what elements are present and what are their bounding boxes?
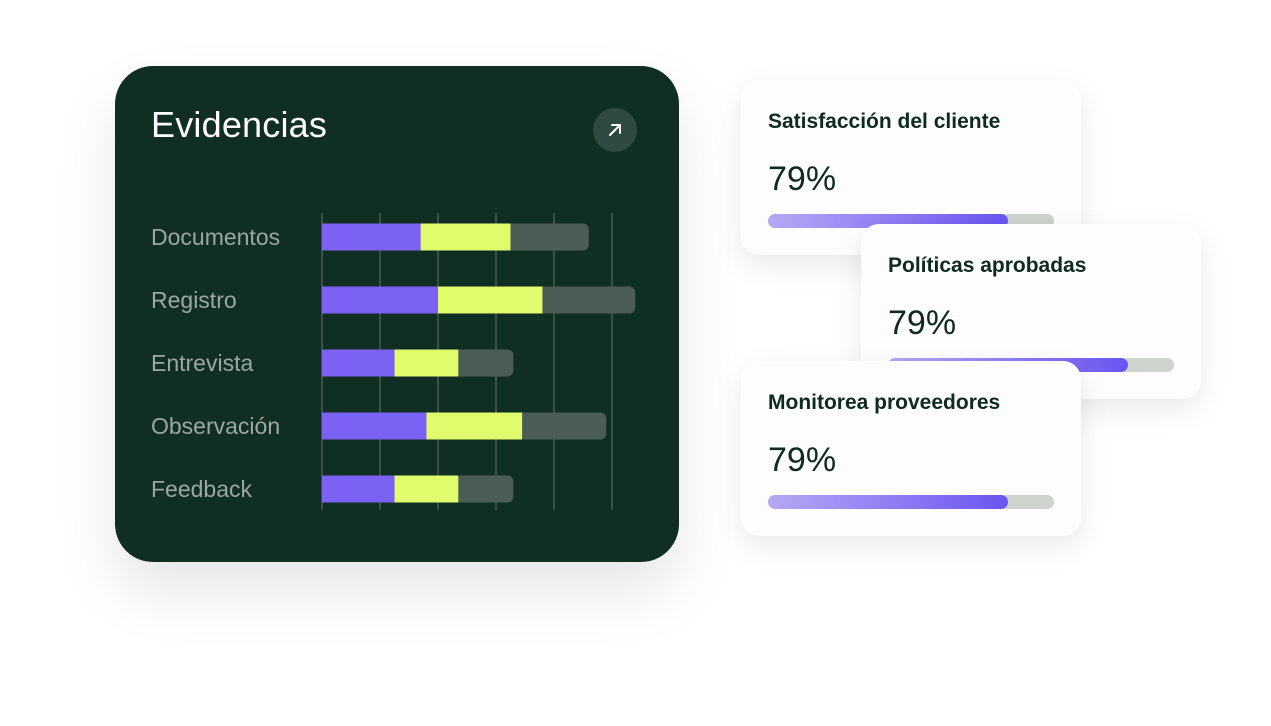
- card-title: Satisfacción del cliente: [768, 110, 1001, 133]
- evidencias-panel: Evidencias Documentos Registro Entrevista O…: [115, 66, 679, 562]
- row-label: Registro: [151, 287, 237, 313]
- open-details-button[interactable]: [593, 108, 637, 152]
- bar-segment-1: [322, 412, 427, 440]
- bar-segment-2: [438, 286, 543, 314]
- panel-title: Evidencias: [151, 104, 328, 145]
- progress-fill: [768, 495, 1009, 509]
- bar-segment-2: [420, 223, 511, 251]
- evidencias-chart: Documentos Registro Entrevista Observación F…: [151, 213, 636, 510]
- metric-card-proveedores[interactable]: Monitorea proveedores 79%: [741, 361, 1081, 536]
- bar-segment-2: [394, 475, 459, 503]
- card-value: 79%: [888, 304, 957, 342]
- bar-segment-2: [394, 349, 459, 377]
- card-value: 79%: [768, 160, 837, 198]
- metric-card-politicas[interactable]: Políticas aprobadas 79%: [861, 224, 1201, 399]
- row-label: Entrevista: [151, 350, 253, 376]
- card-title: Políticas aprobadas: [888, 254, 1087, 277]
- bar-segment-1: [322, 223, 421, 251]
- card-value: 79%: [768, 441, 837, 479]
- bar-segment-1: [322, 286, 438, 314]
- arrow-up-right-icon: [609, 124, 621, 136]
- bar-segment-1: [322, 475, 395, 503]
- row-label: Observación: [151, 413, 280, 439]
- row-label: Documentos: [151, 224, 280, 250]
- bar-segment-1: [322, 349, 395, 377]
- row-label: Feedback: [151, 476, 253, 502]
- card-title: Monitorea proveedores: [768, 391, 1001, 414]
- progress-track: [768, 495, 1054, 509]
- bar-segment-2: [426, 412, 523, 440]
